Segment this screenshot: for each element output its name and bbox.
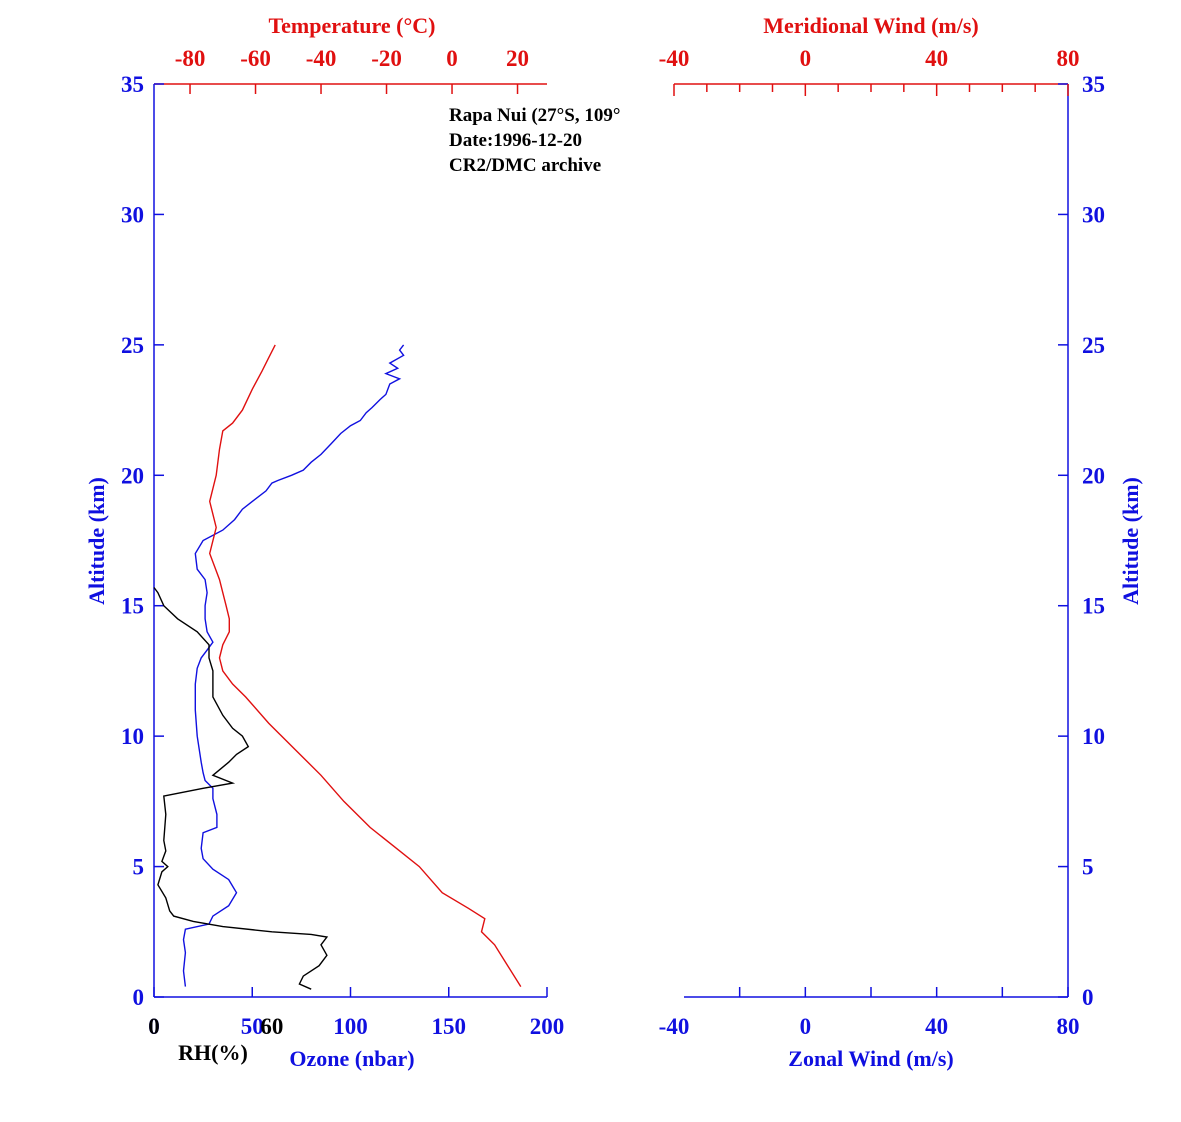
rh-tick-labels: 0 60 [148, 1014, 283, 1039]
zonal-tick-label: -40 [659, 1014, 690, 1039]
ozone-ticks: 0 50 100 150 200 [148, 987, 564, 1039]
ozone-tick-label: 50 [241, 1014, 264, 1039]
right-y-ticks: 0 5 10 15 20 25 30 35 [1058, 72, 1105, 1010]
left-panel: 0 5 10 15 20 25 30 35 -80 -60 -40 -20 0 20 0 50 100 150… [84, 13, 564, 1071]
meridional-tick-label: 0 [800, 46, 812, 71]
ozone-tick-label: 150 [432, 1014, 467, 1039]
temperature-tick-label: 0 [446, 46, 458, 71]
temperature-ticks: -80 -60 -40 -20 0 20 [175, 46, 529, 94]
right-y-tick-label: 30 [1082, 202, 1105, 227]
rh-profile-line [153, 587, 329, 990]
right-y-tick-label: 10 [1082, 724, 1105, 749]
meridional-ticks: -40 0 40 80 [659, 46, 1080, 96]
left-altitude-axis-title: Altitude (km) [84, 477, 109, 605]
temperature-tick-label: 20 [506, 46, 529, 71]
right-y-tick-label: 0 [1082, 985, 1094, 1010]
ozone-tick-label: 100 [333, 1014, 368, 1039]
right-y-tick-label: 5 [1082, 855, 1094, 880]
ozone-tick-label: 200 [530, 1014, 565, 1039]
temperature-axis-title: Temperature (°C) [268, 13, 435, 38]
annotation-line-3: CR2/DMC archive [449, 155, 601, 176]
temperature-tick-label: -60 [240, 46, 271, 71]
rh-tick-label: 0 [148, 1014, 160, 1039]
left-y-tick-label: 0 [133, 985, 145, 1010]
zonal-axis-title: Zonal Wind (m/s) [788, 1046, 953, 1071]
right-y-tick-label: 25 [1082, 333, 1105, 358]
temperature-tick-label: -80 [175, 46, 206, 71]
ozone-tick-label: 0 [148, 1014, 160, 1039]
zonal-ticks: -40 0 40 80 [659, 987, 1080, 1039]
meridional-tick-label: 80 [1057, 46, 1080, 71]
right-y-tick-label: 15 [1082, 594, 1105, 619]
meridional-axis-title: Meridional Wind (m/s) [763, 13, 979, 38]
station-annotation: Rapa Nui (27°S, 109° Date:1996-12-20 CR2… [449, 105, 620, 176]
annotation-line-2: Date:1996-12-20 [449, 130, 582, 151]
left-y-tick-label: 20 [121, 463, 144, 488]
ozone-profile-line [182, 344, 405, 987]
temperature-profile-line [208, 344, 522, 987]
right-panel: 0 5 10 15 20 25 30 35 -40 0 40 80 -40 0 40 80 Meridio… [659, 13, 1143, 1071]
left-y-tick-label: 10 [121, 724, 144, 749]
zonal-tick-label: 0 [800, 1014, 812, 1039]
left-y-tick-label: 15 [121, 594, 144, 619]
right-y-tick-label: 20 [1082, 463, 1105, 488]
right-y-tick-label: 35 [1082, 72, 1105, 97]
left-y-tick-label: 5 [133, 855, 145, 880]
temperature-tick-label: -40 [306, 46, 337, 71]
left-y-ticks: 0 5 10 15 20 25 30 35 [121, 72, 164, 1010]
left-y-tick-label: 35 [121, 72, 144, 97]
annotation-line-1: Rapa Nui (27°S, 109° [449, 105, 620, 126]
left-y-tick-label: 30 [121, 202, 144, 227]
right-altitude-axis-title: Altitude (km) [1118, 477, 1143, 605]
zonal-tick-label: 80 [1057, 1014, 1080, 1039]
ozone-axis-title: Ozone (nbar) [289, 1046, 414, 1071]
temperature-tick-label: -20 [371, 46, 402, 71]
rh-axis-title: RH(%) [178, 1040, 248, 1065]
meridional-tick-label: 40 [925, 46, 948, 71]
rh-tick-label: 60 [260, 1014, 283, 1039]
left-y-tick-label: 25 [121, 333, 144, 358]
meridional-tick-label: -40 [659, 46, 690, 71]
zonal-tick-label: 40 [925, 1014, 948, 1039]
